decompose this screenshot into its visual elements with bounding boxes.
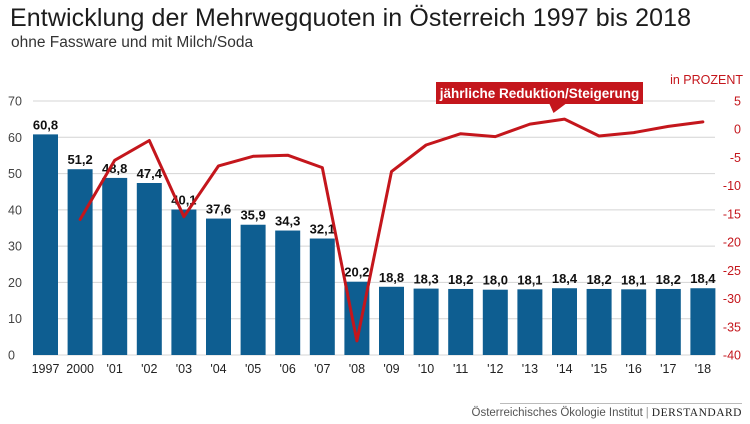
right-y-tick-label: -35 (723, 320, 741, 334)
bar-series (33, 134, 716, 355)
x-tick-label: '11 (453, 362, 468, 376)
bar-value-label: 51,2 (67, 152, 92, 167)
left-y-tick-label: 10 (8, 312, 22, 326)
bar (448, 288, 474, 355)
bar-value-label: 18,2 (656, 272, 681, 287)
bar-value-label: 35,9 (240, 208, 265, 223)
bar (379, 286, 404, 355)
bar (67, 169, 93, 355)
change-rate-line (78, 117, 705, 343)
source-credit: Österreichisches Ökologie Institut | DERST… (472, 407, 743, 419)
bar-value-label: 34,3 (275, 214, 300, 229)
source-institute: Österreichisches Ökologie Institut (471, 407, 643, 419)
right-y-axis-title: in PROZENT (670, 73, 743, 87)
x-tick-label: '06 (280, 362, 296, 376)
bar-value-label: 37,6 (206, 202, 231, 217)
bar-value-label: 18,2 (448, 272, 473, 287)
right-y-tick-label: -20 (723, 236, 741, 250)
legend-callout-box (436, 82, 643, 104)
bar-value-label: 18,2 (586, 272, 611, 287)
right-y-tick-label: 5 (734, 95, 741, 109)
bar (275, 230, 301, 355)
bar (136, 183, 162, 355)
right-y-tick-label: -30 (723, 292, 741, 306)
left-y-tick-label: 70 (8, 95, 22, 109)
x-tick-label: '03 (176, 362, 192, 376)
right-y-tick-label: -10 (723, 179, 741, 193)
x-tick-label: '01 (107, 362, 123, 376)
bar (552, 288, 577, 355)
x-tick-label: '16 (626, 362, 642, 376)
x-tick-label: '02 (141, 362, 157, 376)
right-y-tick-label: 0 (734, 123, 741, 137)
bar (206, 218, 231, 355)
bar-value-label: 32,1 (310, 222, 335, 237)
x-tick-label: '09 (383, 362, 399, 376)
left-y-tick-label: 60 (8, 131, 22, 145)
source-divider (500, 403, 742, 404)
left-y-tick-label: 50 (8, 167, 22, 181)
right-y-tick-label: -25 (723, 264, 741, 278)
legend-callout-pointer (549, 104, 566, 113)
source-separator: | (645, 407, 649, 419)
line-legend-callout: jährliche Reduktion/Steigerung (436, 82, 643, 113)
x-axis-labels: 1997 2000 '01 '02 '03 '04 '05 '06 '07 '08 '09 '10 '1… (32, 362, 711, 376)
bar-value-labels: 60,851,248,8 47,440,137,6 35,9 34,332,120,2… (33, 117, 716, 287)
bar (102, 177, 128, 355)
bar-value-label: 18,0 (483, 273, 508, 288)
x-tick-label: '15 (591, 362, 607, 376)
x-tick-label: '18 (695, 362, 711, 376)
left-y-axis: 0 10 20 30 40 50 60 70 (8, 95, 22, 363)
x-tick-label: '08 (349, 362, 365, 376)
line-series (78, 117, 705, 343)
bar (482, 289, 508, 355)
right-y-tick-label: -5 (730, 151, 741, 165)
legend-callout-label: jährliche Reduktion/Steigerung (439, 86, 640, 101)
bar (655, 288, 681, 355)
bar (621, 289, 647, 355)
x-tick-label: '07 (314, 362, 330, 376)
chart-title: Entwicklung der Mehrwegquoten in Österre… (10, 4, 692, 32)
x-tick-label: 2000 (66, 362, 94, 376)
bar (690, 288, 716, 355)
x-tick-label: '14 (556, 362, 572, 376)
bar-value-label: 60,8 (33, 117, 58, 132)
x-tick-label: '04 (210, 362, 226, 376)
left-y-tick-label: 40 (8, 203, 22, 217)
left-y-tick-label: 20 (8, 276, 22, 290)
bar (171, 209, 197, 355)
bar-value-label: 18,4 (690, 271, 716, 286)
left-y-tick-label: 0 (8, 349, 15, 363)
bar (413, 288, 439, 355)
bar (517, 289, 543, 355)
x-tick-label: '12 (487, 362, 503, 376)
bar (309, 238, 335, 355)
source-brand-logo: DERSTANDARD (651, 407, 742, 419)
x-tick-label: 1997 (32, 362, 60, 376)
x-tick-label: '17 (660, 362, 676, 376)
bar-value-label: 18,1 (621, 272, 646, 287)
bar (33, 134, 58, 355)
right-y-axis: 5 0 -5 -10 -15 -20 -25 -30 -35 -40 in PROZENT (670, 73, 743, 363)
bar-value-label: 18,8 (379, 270, 404, 285)
left-y-tick-label: 30 (8, 240, 22, 254)
bar-value-label: 20,2 (344, 265, 369, 280)
right-y-tick-label: -40 (723, 349, 741, 363)
chart-subtitle: ohne Fassware und mit Milch/Soda (11, 34, 254, 51)
right-y-tick-label: -15 (723, 207, 741, 221)
gridlines (33, 100, 715, 356)
x-tick-label: '05 (245, 362, 261, 376)
x-tick-label: '10 (418, 362, 434, 376)
bar (586, 288, 612, 355)
bar-value-label: 47,4 (137, 166, 163, 181)
bar-value-label: 18,3 (413, 272, 438, 287)
bar-value-label: 18,4 (552, 271, 578, 286)
x-tick-label: '13 (522, 362, 538, 376)
bar (240, 224, 266, 355)
bar-value-label: 18,1 (517, 272, 542, 287)
